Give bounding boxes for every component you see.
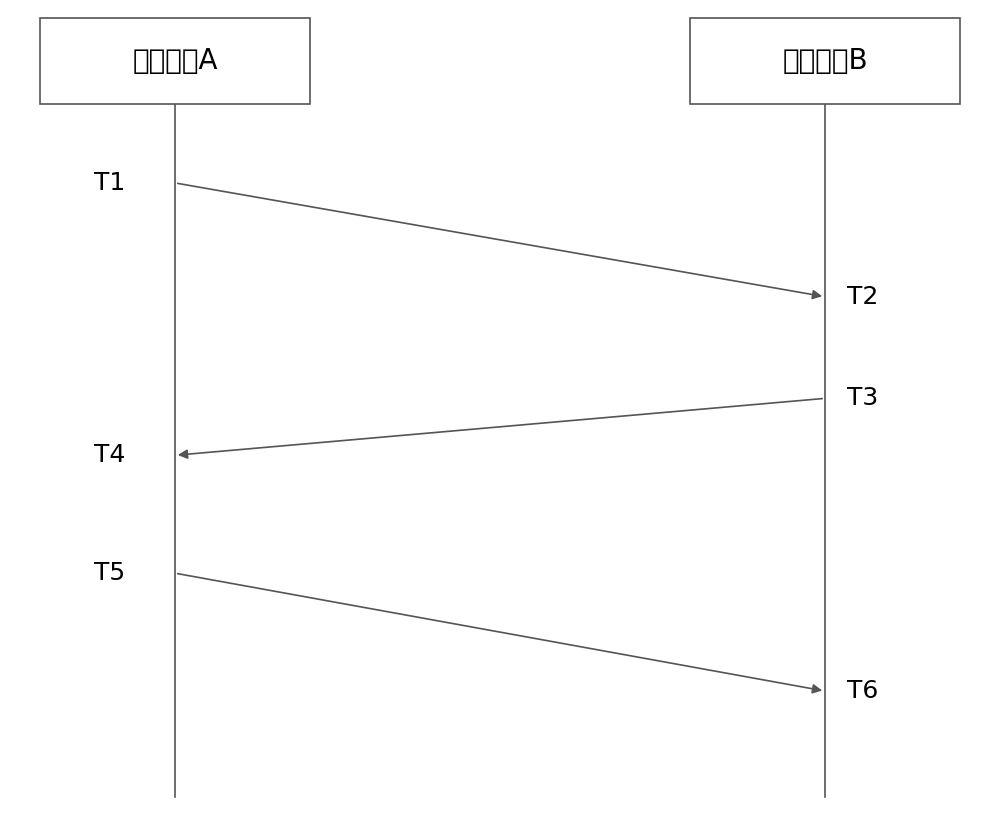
Text: T6: T6	[847, 679, 878, 703]
Text: T4: T4	[94, 443, 125, 467]
Text: T5: T5	[94, 561, 125, 585]
Bar	[40, 19, 310, 104]
Bar	[690, 19, 960, 104]
Text: T2: T2	[847, 285, 878, 309]
Text: T3: T3	[847, 386, 878, 411]
Text: 发送设备A: 发送设备A	[132, 47, 218, 75]
Text: 接收设备B: 接收设备B	[782, 47, 868, 75]
Text: T1: T1	[94, 171, 125, 195]
